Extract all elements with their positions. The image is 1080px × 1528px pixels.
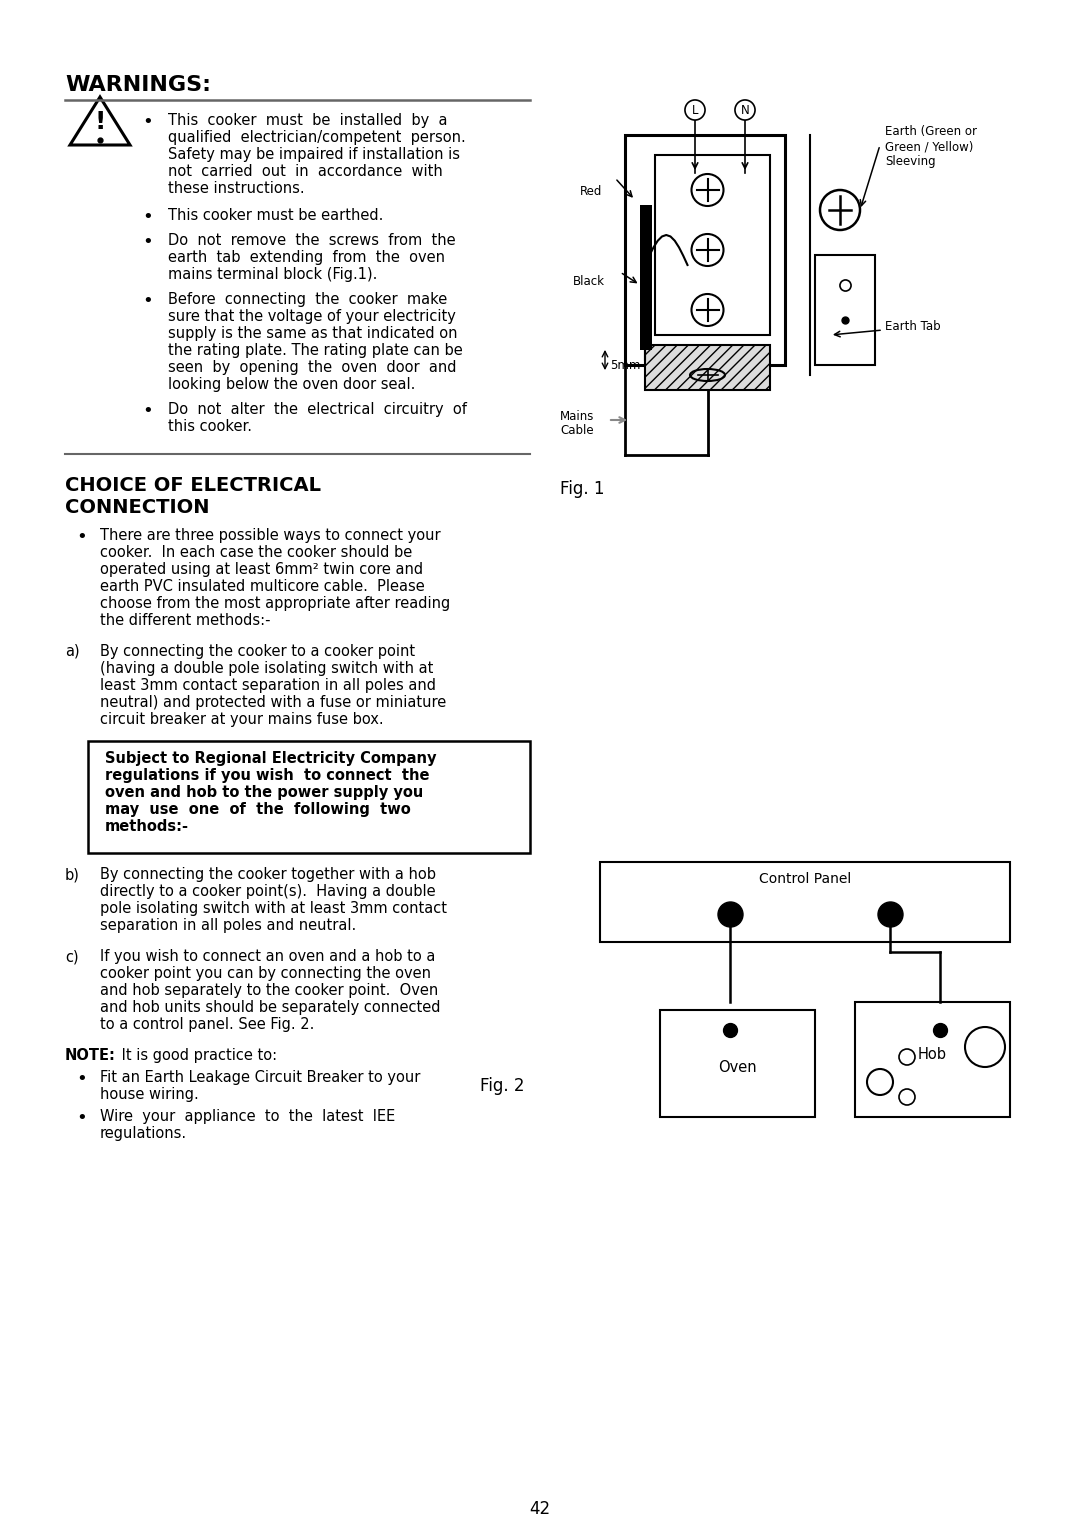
Text: pole isolating switch with at least 3mm contact: pole isolating switch with at least 3mm … <box>100 902 447 915</box>
Text: Black: Black <box>573 275 605 287</box>
Text: looking below the oven door seal.: looking below the oven door seal. <box>168 377 416 393</box>
Text: house wiring.: house wiring. <box>100 1086 199 1102</box>
Bar <box>640 205 652 350</box>
Text: earth  tab  extending  from  the  oven: earth tab extending from the oven <box>168 251 445 264</box>
Bar <box>87 741 530 853</box>
Text: By connecting the cooker together with a hob: By connecting the cooker together with a… <box>100 866 436 882</box>
Text: It is good practice to:: It is good practice to: <box>117 1048 278 1063</box>
Text: (having a double pole isolating switch with at: (having a double pole isolating switch w… <box>100 662 433 675</box>
Text: circuit breaker at your mains fuse box.: circuit breaker at your mains fuse box. <box>100 712 383 727</box>
Text: Oven: Oven <box>718 1060 757 1076</box>
Text: c): c) <box>65 949 79 964</box>
Text: NOTE:: NOTE: <box>65 1048 116 1063</box>
Text: •: • <box>143 113 153 131</box>
Text: 42: 42 <box>529 1500 551 1517</box>
Text: operated using at least 6mm² twin core and: operated using at least 6mm² twin core a… <box>100 562 423 578</box>
Text: and hob separately to the cooker point.  Oven: and hob separately to the cooker point. … <box>100 983 438 998</box>
Text: may  use  one  of  the  following  two: may use one of the following two <box>105 802 410 817</box>
Text: qualified  electrician/competent  person.: qualified electrician/competent person. <box>168 130 465 145</box>
Text: Fig. 1: Fig. 1 <box>561 480 605 498</box>
Text: !: ! <box>94 110 106 134</box>
Text: There are three possible ways to connect your: There are three possible ways to connect… <box>100 529 441 542</box>
Text: choose from the most appropriate after reading: choose from the most appropriate after r… <box>100 596 450 611</box>
Text: Red: Red <box>580 185 603 199</box>
Text: Control Panel: Control Panel <box>759 872 851 886</box>
Text: separation in all poles and neutral.: separation in all poles and neutral. <box>100 918 356 934</box>
Text: not  carried  out  in  accordance  with: not carried out in accordance with <box>168 163 443 179</box>
Text: Hob: Hob <box>918 1047 947 1062</box>
Text: the different methods:-: the different methods:- <box>100 613 270 628</box>
Text: Green / Yellow): Green / Yellow) <box>885 141 973 153</box>
Text: cooker.  In each case the cooker should be: cooker. In each case the cooker should b… <box>100 545 413 559</box>
Text: This  cooker  must  be  installed  by  a: This cooker must be installed by a <box>168 113 447 128</box>
Text: least 3mm contact separation in all poles and: least 3mm contact separation in all pole… <box>100 678 436 694</box>
Text: Do  not  alter  the  electrical  circuitry  of: Do not alter the electrical circuitry of <box>168 402 467 417</box>
Text: •: • <box>77 529 87 545</box>
Text: •: • <box>77 1070 87 1088</box>
Text: Do  not  remove  the  screws  from  the: Do not remove the screws from the <box>168 232 456 248</box>
Text: earth PVC insulated multicore cable.  Please: earth PVC insulated multicore cable. Ple… <box>100 579 424 594</box>
Text: If you wish to connect an oven and a hob to a: If you wish to connect an oven and a hob… <box>100 949 435 964</box>
Text: •: • <box>143 208 153 226</box>
Text: the rating plate. The rating plate can be: the rating plate. The rating plate can b… <box>168 342 462 358</box>
Text: regulations.: regulations. <box>100 1126 187 1141</box>
Text: Fig. 2: Fig. 2 <box>480 1077 525 1096</box>
Bar <box>815 255 875 365</box>
Text: This cooker must be earthed.: This cooker must be earthed. <box>168 208 383 223</box>
Text: N: N <box>741 104 750 116</box>
Text: neutral) and protected with a fuse or miniature: neutral) and protected with a fuse or mi… <box>100 695 446 711</box>
Text: seen  by  opening  the  oven  door  and: seen by opening the oven door and <box>168 361 457 374</box>
Text: cooker point you can by connecting the oven: cooker point you can by connecting the o… <box>100 966 431 981</box>
Bar <box>600 862 1010 941</box>
Text: •: • <box>143 292 153 310</box>
Text: sure that the voltage of your electricity: sure that the voltage of your electricit… <box>168 309 456 324</box>
Text: directly to a cooker point(s).  Having a double: directly to a cooker point(s). Having a … <box>100 885 435 898</box>
Bar <box>625 134 785 365</box>
Text: a): a) <box>65 643 80 659</box>
Text: Earth Tab: Earth Tab <box>885 319 941 333</box>
Text: Earth (Green or: Earth (Green or <box>885 125 977 138</box>
Text: Wire  your  appliance  to  the  latest  IEE: Wire your appliance to the latest IEE <box>100 1109 395 1125</box>
Text: mains terminal block (Fig.1).: mains terminal block (Fig.1). <box>168 267 377 283</box>
Text: Cable: Cable <box>561 423 594 437</box>
Text: to a control panel. See Fig. 2.: to a control panel. See Fig. 2. <box>100 1018 314 1031</box>
Text: oven and hob to the power supply you: oven and hob to the power supply you <box>105 785 423 801</box>
Text: •: • <box>77 1109 87 1128</box>
Text: •: • <box>143 402 153 420</box>
Text: this cooker.: this cooker. <box>168 419 252 434</box>
Bar <box>654 154 770 335</box>
Text: Sleeving: Sleeving <box>885 154 935 168</box>
Text: Fit an Earth Leakage Circuit Breaker to your: Fit an Earth Leakage Circuit Breaker to … <box>100 1070 420 1085</box>
Text: WARNINGS:: WARNINGS: <box>65 75 211 95</box>
Text: By connecting the cooker to a cooker point: By connecting the cooker to a cooker poi… <box>100 643 415 659</box>
Bar <box>660 1010 815 1117</box>
Text: and hob units should be separately connected: and hob units should be separately conne… <box>100 999 441 1015</box>
Text: these instructions.: these instructions. <box>168 180 305 196</box>
Text: Safety may be impaired if installation is: Safety may be impaired if installation i… <box>168 147 460 162</box>
Text: Before  connecting  the  cooker  make: Before connecting the cooker make <box>168 292 447 307</box>
Text: CONNECTION: CONNECTION <box>65 498 210 516</box>
Text: b): b) <box>65 866 80 882</box>
Text: regulations if you wish  to connect  the: regulations if you wish to connect the <box>105 769 430 782</box>
Text: Mains: Mains <box>561 410 594 423</box>
Bar <box>645 345 770 390</box>
Text: Subject to Regional Electricity Company: Subject to Regional Electricity Company <box>105 750 436 766</box>
Text: L: L <box>692 104 699 116</box>
Text: supply is the same as that indicated on: supply is the same as that indicated on <box>168 325 458 341</box>
Bar <box>855 1002 1010 1117</box>
Text: •: • <box>143 232 153 251</box>
Text: methods:-: methods:- <box>105 819 189 834</box>
Text: 5mm: 5mm <box>610 359 640 371</box>
Text: CHOICE OF ELECTRICAL: CHOICE OF ELECTRICAL <box>65 477 321 495</box>
